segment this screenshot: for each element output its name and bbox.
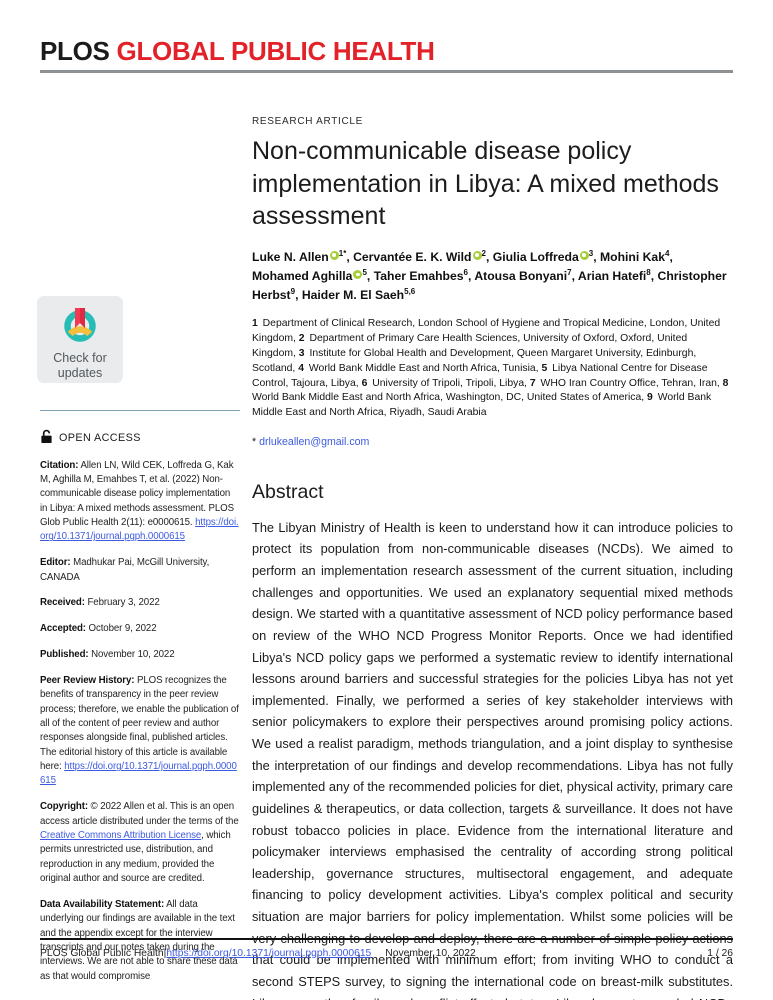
- author: Luke N. Allen 1*,: [252, 248, 354, 264]
- journal-logo: PLOS GLOBAL PUBLIC HEALTH: [40, 36, 435, 67]
- data-availability-note: Data Availability Statement: All data un…: [40, 898, 238, 982]
- footer-doi-link[interactable]: https://doi.org/10.1371/journal.pgph.000…: [166, 948, 372, 959]
- affiliation: 6 University of Tripoli, Tripoli, Libya,: [361, 377, 530, 389]
- plos-logo-text: PLOS: [40, 36, 110, 66]
- footer-date: November 10, 2022: [385, 948, 476, 959]
- journal-name-text: GLOBAL PUBLIC HEALTH: [116, 36, 435, 66]
- abstract-heading: Abstract: [252, 480, 324, 503]
- author: Taher Emahbes6,: [373, 267, 475, 283]
- published-note: Published: November 10, 2022: [40, 649, 175, 661]
- author: Haider M. El Saeh5,6: [301, 287, 416, 303]
- author-list: Luke N. Allen 1*, Cervantée E. K. Wild 2, …: [252, 248, 733, 306]
- author: Arian Hatefi8,: [577, 267, 658, 283]
- footer: PLOS Global Public Health | https://doi.…: [40, 948, 733, 959]
- footer-journal-name: PLOS Global Public Health: [40, 948, 164, 959]
- affiliation: 1 Department of Clinical Research, Londo…: [252, 318, 721, 345]
- crossmark-icon: [60, 304, 100, 349]
- copyright-note: Copyright: © 2022 Allen et al. This is a…: [40, 801, 239, 885]
- affiliation-list: 1 Department of Clinical Research, Londo…: [252, 317, 733, 420]
- correspondence-email-link[interactable]: drlukeallen@gmail.com: [259, 435, 370, 448]
- orcid-icon[interactable]: [329, 250, 339, 260]
- open-access-label: OPEN ACCESS: [59, 432, 141, 444]
- citation-doi-link[interactable]: https://doi.org/10.1371/journal.pgph.000…: [40, 516, 239, 543]
- orcid-icon[interactable]: [472, 250, 482, 260]
- check-for-updates-label: Check for updates: [53, 351, 107, 380]
- affiliation: 8 World Bank Middle East and North Afric…: [252, 377, 729, 404]
- peer-review-note: Peer Review History: PLOS recognizes the…: [40, 674, 239, 787]
- citation-note: Citation: Allen LN, Wild CEK, Loffreda G…: [40, 459, 239, 543]
- affiliation: 3 Institute for Global Health and Develo…: [252, 348, 697, 374]
- affiliation: 4 World Bank Middle East and North Afric…: [298, 362, 542, 374]
- cc-license-link[interactable]: Creative Commons Attribution License: [40, 830, 202, 842]
- author: Giulia Loffreda 3,: [492, 248, 600, 264]
- article-metadata-sidebar: OPEN ACCESS Citation: Allen LN, Wild CEK…: [40, 410, 240, 984]
- editor-note: Editor: Madhukar Pai, McGill University,…: [40, 557, 210, 583]
- received-note: Received: February 3, 2022: [40, 597, 160, 609]
- article-type-label: RESEARCH ARTICLE: [252, 116, 364, 127]
- orcid-icon[interactable]: [353, 269, 363, 279]
- affiliation: 2 Department of Primary Care Health Scie…: [252, 333, 688, 360]
- open-lock-icon: [40, 429, 53, 447]
- correspondence-marker: *: [252, 435, 257, 448]
- correspondence-line: * drlukeallen@gmail.com: [252, 436, 733, 448]
- accepted-note: Accepted: October 9, 2022: [40, 623, 157, 635]
- affiliation: 7 WHO Iran Country Office, Tehran, Iran,: [529, 377, 723, 389]
- footer-page-number: 1 / 26: [707, 948, 733, 959]
- author: Mohamed Aghilla 5,: [252, 267, 374, 283]
- footer-divider: [40, 938, 733, 940]
- abstract-text: The Libyan Ministry of Health is keen to…: [252, 519, 733, 1000]
- affiliation: 5 Libya National Centre for Disease Cont…: [252, 362, 708, 389]
- check-for-updates-badge[interactable]: Check for updates: [37, 296, 123, 383]
- article-main-column: RESEARCH ARTICLE Non-communicable diseas…: [252, 116, 733, 1000]
- article-title: Non-communicable disease policy implemen…: [252, 137, 719, 230]
- author: Mohini Kak4,: [599, 248, 673, 264]
- peer-review-doi-link[interactable]: https://doi.org/10.1371/journal.pgph.000…: [40, 761, 237, 787]
- header-divider: [40, 70, 733, 73]
- orcid-icon[interactable]: [579, 250, 589, 260]
- author: Cervantée E. K. Wild 2,: [353, 248, 493, 264]
- author: Christopher Herbst9,: [252, 268, 727, 303]
- author: Atousa Bonyani7,: [474, 267, 578, 283]
- affiliation: 9 World Bank Middle East and North Afric…: [252, 392, 712, 419]
- open-access-row: OPEN ACCESS: [40, 429, 240, 447]
